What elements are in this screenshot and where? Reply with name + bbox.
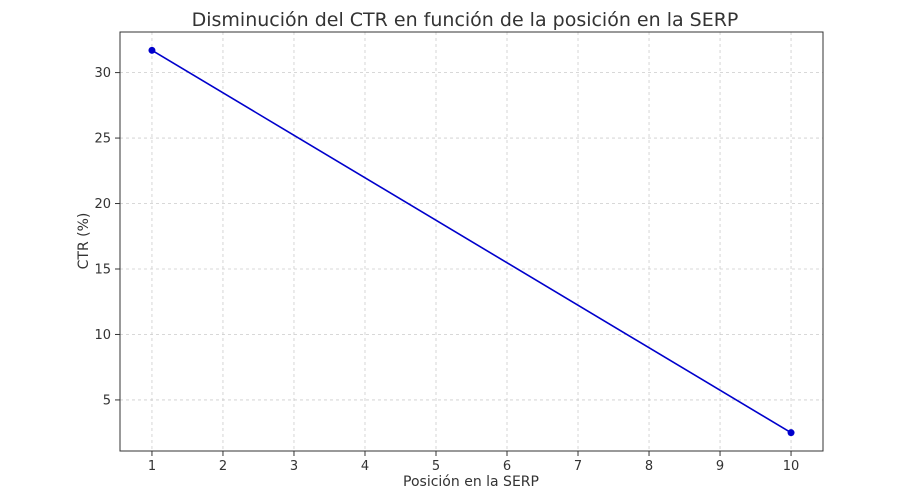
y-tick-label: 20 — [94, 197, 111, 212]
series-layer — [148, 46, 795, 437]
y-axis-label: CTR (%) — [76, 213, 92, 270]
x-tick-label: 10 — [783, 459, 800, 474]
x-tick-label: 2 — [219, 459, 227, 474]
data-point — [787, 429, 795, 437]
x-tick-label: 9 — [716, 459, 724, 474]
x-tick-label: 6 — [503, 459, 511, 474]
series-line — [151, 49, 792, 434]
y-tick-label: 25 — [94, 132, 111, 147]
x-tick-label: 3 — [290, 459, 298, 474]
data-point — [148, 46, 156, 54]
y-tick-label: 10 — [94, 328, 111, 343]
x-tick-label: 8 — [645, 459, 653, 474]
x-tick-label: 7 — [574, 459, 582, 474]
x-tick-label: 5 — [432, 459, 440, 474]
x-tick-label: 4 — [361, 459, 369, 474]
grid — [120, 32, 823, 451]
y-axis: 5 10 15 20 25 30 — [94, 66, 120, 408]
x-axis-label: Posición en la SERP — [403, 474, 539, 490]
y-tick-label: 15 — [94, 262, 111, 277]
y-tick-label: 5 — [103, 393, 111, 408]
x-axis: 1 2 3 4 5 6 7 8 9 10 — [148, 451, 800, 474]
y-tick-label: 30 — [94, 66, 111, 81]
plot-frame — [119, 31, 824, 452]
chart-title: Disminución del CTR en función de la pos… — [192, 9, 739, 31]
x-tick-label: 1 — [148, 459, 156, 474]
